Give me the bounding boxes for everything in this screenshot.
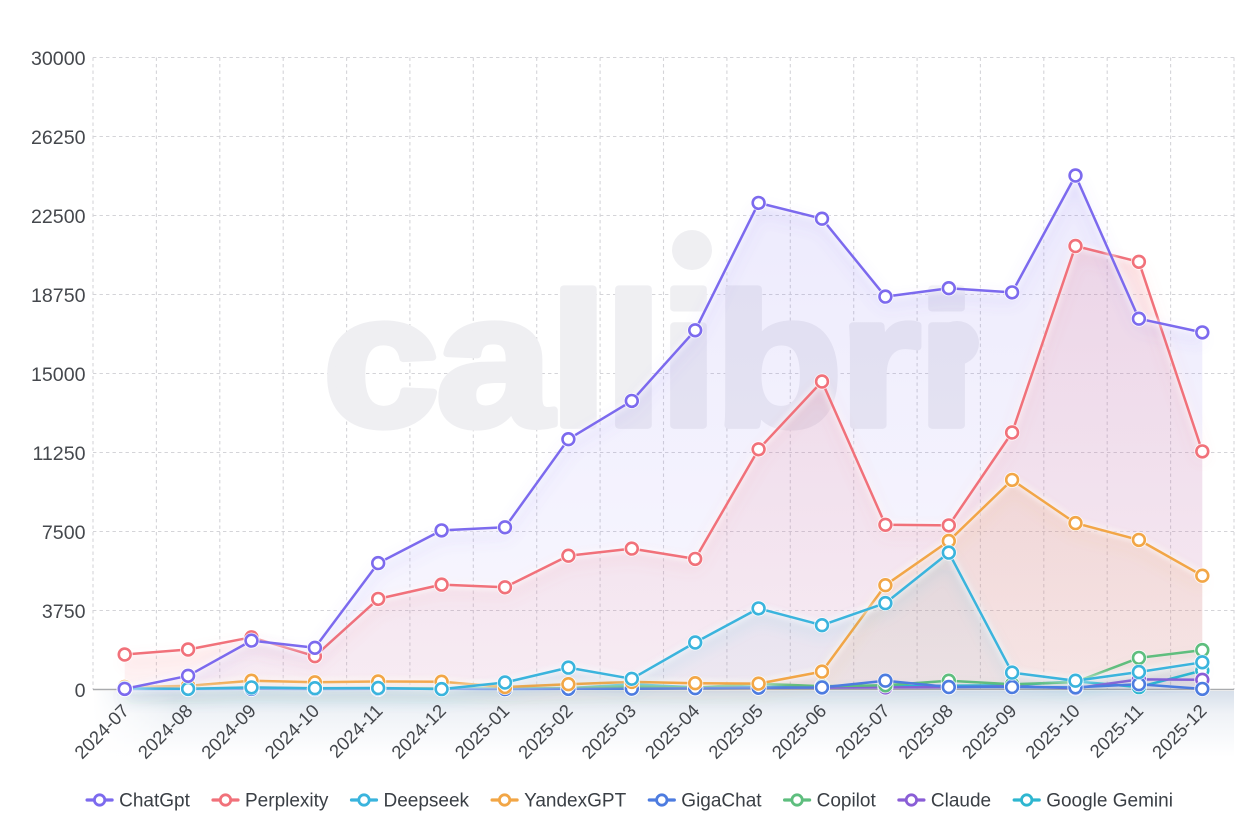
svg-text:26250: 26250: [31, 127, 86, 149]
svg-text:3750: 3750: [42, 601, 86, 623]
svg-text:ChatGpt: ChatGpt: [119, 791, 190, 812]
svg-text:Perplexity: Perplexity: [245, 791, 329, 812]
svg-text:Claude: Claude: [931, 791, 991, 812]
svg-text:GigaChat: GigaChat: [681, 791, 762, 812]
svg-text:22500: 22500: [31, 206, 86, 228]
svg-text:YandexGPT: YandexGPT: [524, 791, 626, 812]
svg-text:Deepseek: Deepseek: [384, 791, 470, 812]
svg-text:30000: 30000: [31, 48, 86, 70]
svg-text:11250: 11250: [32, 443, 85, 465]
svg-text:18750: 18750: [31, 285, 86, 307]
svg-text:0: 0: [75, 680, 86, 702]
svg-text:Copilot: Copilot: [817, 791, 877, 812]
svg-text:15000: 15000: [31, 364, 86, 386]
svg-text:7500: 7500: [42, 522, 86, 544]
svg-text:Google Gemini: Google Gemini: [1046, 791, 1173, 812]
